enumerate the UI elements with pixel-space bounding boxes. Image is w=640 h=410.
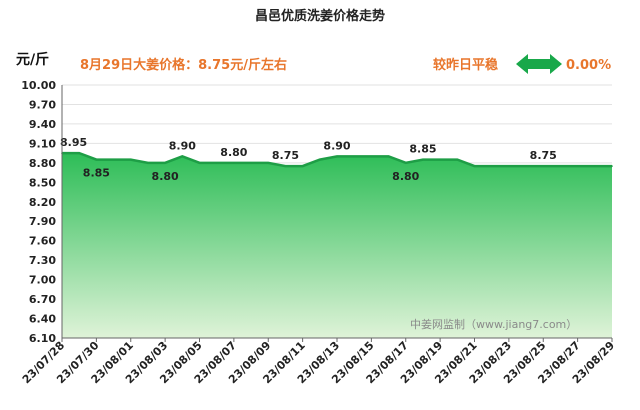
data-point: [112, 158, 115, 161]
data-point: [353, 155, 355, 158]
data-point: [542, 165, 545, 167]
data-point: [78, 152, 80, 154]
change-percent: 0.00%: [566, 58, 611, 73]
data-point: [387, 155, 390, 158]
data-point: [181, 155, 184, 158]
data-point: [559, 165, 562, 167]
data-point: [233, 162, 235, 164]
data-point: [456, 158, 459, 161]
data-label: 8.85: [409, 143, 436, 156]
data-label: 8.75: [530, 149, 557, 162]
watermark: 中姜网监制（www.jiang7.com）: [410, 317, 577, 331]
data-point: [508, 165, 510, 167]
data-label: 8.90: [323, 139, 350, 152]
price-area: [62, 153, 612, 338]
data-point: [164, 162, 166, 164]
y-tick-label: 9.10: [29, 137, 56, 150]
y-unit-label: 元/斤: [16, 51, 49, 68]
data-point: [404, 162, 407, 164]
data-point: [95, 158, 98, 161]
y-tick-label: 8.80: [29, 157, 56, 170]
double-arrow-icon: [516, 54, 562, 74]
y-tick-label: 7.00: [29, 274, 56, 287]
data-point: [525, 165, 527, 167]
data-label: 8.90: [169, 139, 196, 152]
data-point: [198, 162, 201, 164]
data-point: [473, 165, 476, 167]
data-point: [284, 165, 287, 167]
data-point: [611, 165, 613, 167]
data-point: [215, 162, 218, 164]
data-label: 8.80: [152, 170, 179, 183]
data-label: 8.75: [272, 149, 299, 162]
data-point: [250, 162, 252, 164]
data-point: [147, 162, 149, 164]
data-point: [301, 165, 304, 167]
data-point: [594, 165, 596, 167]
y-tick-label: 6.70: [29, 293, 56, 306]
compare-label: 较昨日平稳: [433, 57, 498, 73]
y-tick-label: 9.70: [29, 98, 56, 111]
data-point: [370, 155, 373, 158]
data-label: 8.95: [60, 136, 87, 149]
data-label: 8.85: [83, 167, 110, 180]
y-tick-label: 10.00: [21, 79, 56, 92]
data-point: [319, 158, 321, 161]
data-point: [439, 158, 441, 161]
data-point: [267, 162, 270, 164]
data-label: 8.80: [392, 170, 419, 183]
data-point: [422, 158, 424, 161]
y-tick-label: 7.60: [29, 235, 56, 248]
y-tick-label: 7.30: [29, 254, 56, 267]
chart-title: 昌邑优质洗姜价格走势: [255, 8, 385, 24]
data-point: [490, 165, 493, 167]
price-note: 8月29日大姜价格：8.75元/斤左右: [80, 57, 287, 73]
y-tick-label: 6.40: [29, 313, 56, 326]
data-point: [129, 158, 132, 161]
y-tick-label: 8.50: [29, 176, 56, 189]
data-point: [336, 155, 338, 158]
y-tick-label: 8.20: [29, 196, 56, 209]
y-tick-label: 9.40: [29, 118, 56, 131]
data-label: 8.80: [220, 146, 247, 159]
y-tick-label: 7.90: [29, 215, 56, 228]
y-tick-label: 6.10: [29, 332, 56, 345]
data-point: [576, 165, 579, 167]
